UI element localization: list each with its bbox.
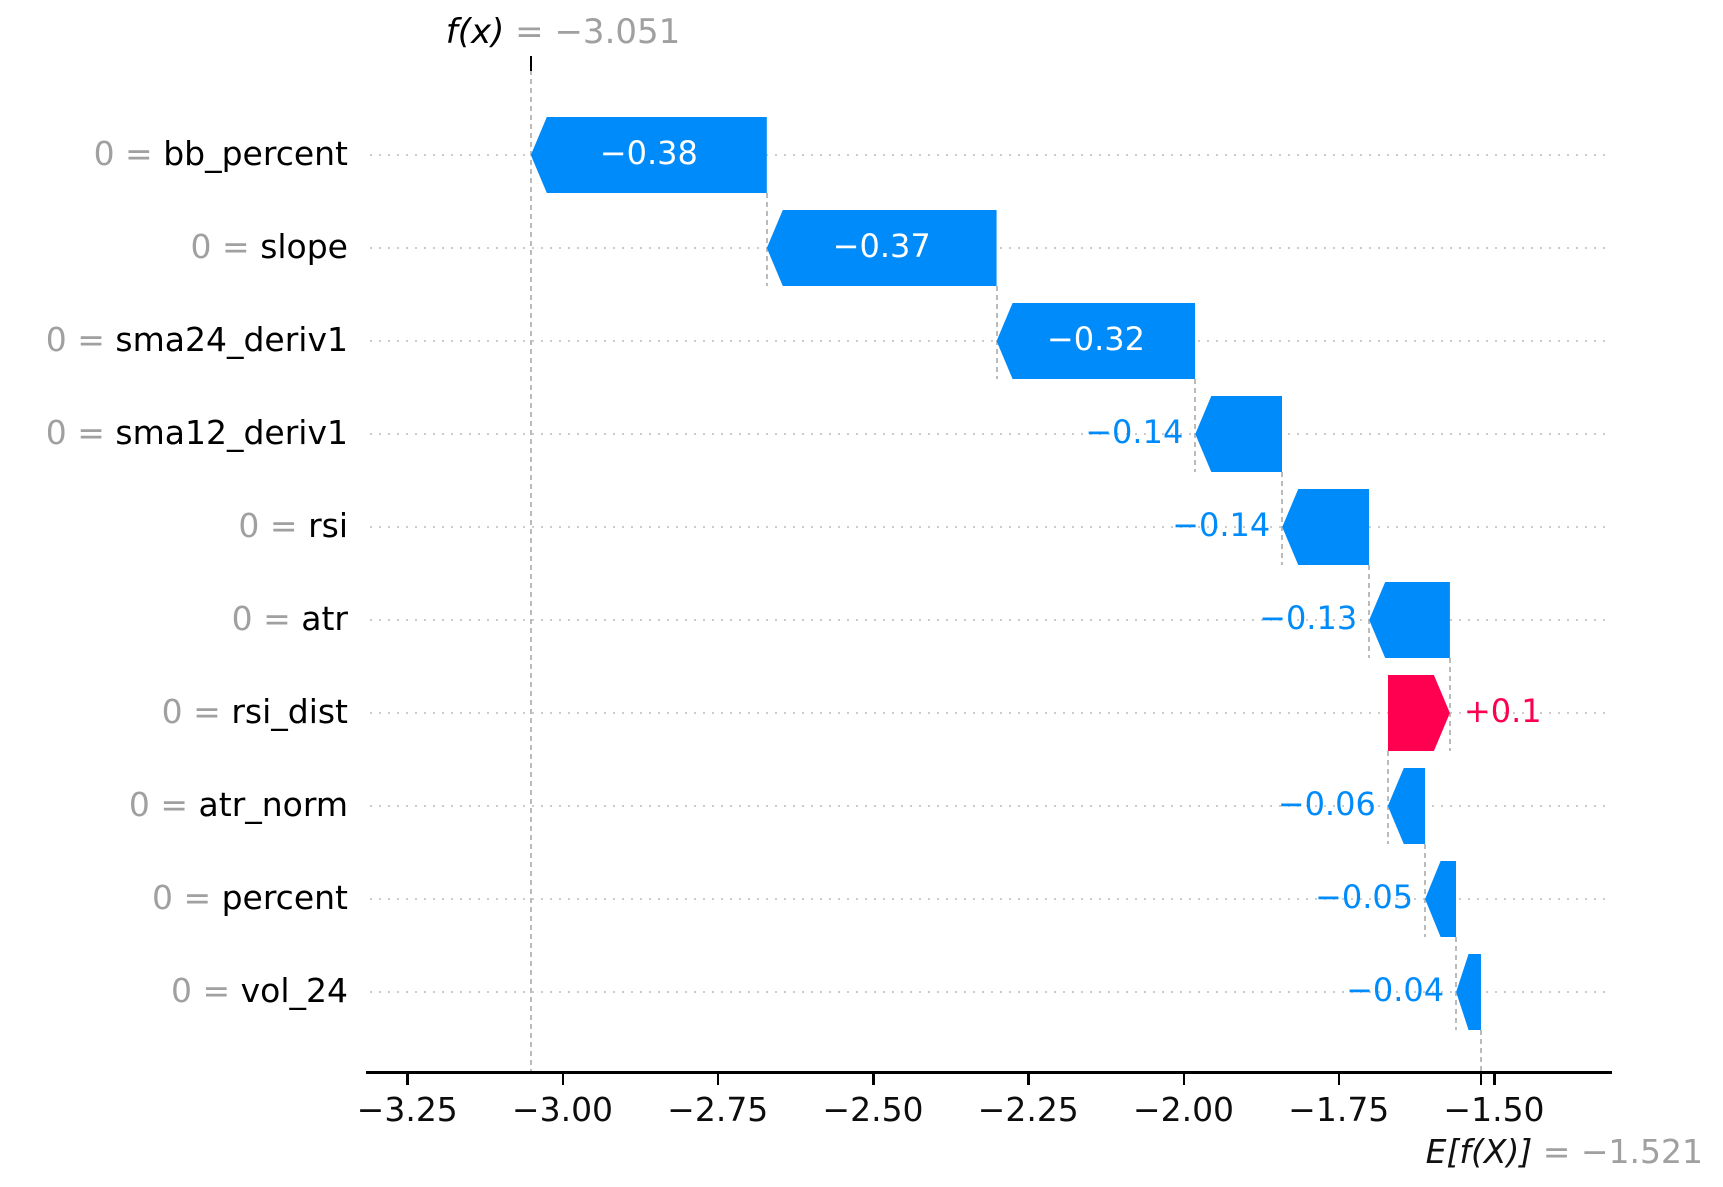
feature-value-prefix: 0 = — [151, 878, 222, 917]
shap-bar-negative-sma12_deriv1 — [1195, 396, 1283, 472]
feature-label-vol_24: 0 = vol_24 — [0, 971, 348, 1010]
x-axis-tick — [1182, 1073, 1185, 1085]
expected-value-tick — [1479, 1073, 1483, 1085]
row-gridline — [370, 154, 1610, 156]
expected-value-name: E[f(X)] — [1425, 1132, 1533, 1171]
expected-value-label: E[f(X)] = −1.521 — [1426, 1132, 1703, 1171]
feature-value-prefix: 0 = — [238, 506, 309, 545]
feature-value-prefix: 0 = — [170, 971, 241, 1010]
x-axis-tick-label: −1.75 — [1288, 1090, 1390, 1129]
feature-label-bb_percent: 0 = bb_percent — [0, 134, 348, 173]
feature-label-sma24_deriv1: 0 = sma24_deriv1 — [0, 320, 348, 359]
fx-dashed-line — [529, 70, 532, 1073]
shap-value-label: −0.32 — [1046, 320, 1145, 358]
feature-value-prefix: 0 = — [93, 134, 164, 173]
shap-bar-negative-rsi — [1282, 489, 1370, 565]
shap-bar-negative-sma24_deriv1: −0.32 — [996, 303, 1196, 379]
fx-title: f(x) = −3.051 — [446, 12, 681, 52]
x-axis-tick-label: −2.25 — [977, 1090, 1079, 1129]
feature-name: atr_norm — [198, 785, 348, 824]
feature-label-rsi: 0 = rsi — [0, 506, 348, 545]
bar-connector-line — [1386, 751, 1389, 844]
shap-bar-negative-percent — [1425, 861, 1457, 937]
row-gridline — [370, 433, 1610, 435]
shap-bar-negative-atr — [1369, 582, 1450, 658]
shap-value-label: +0.1 — [1463, 692, 1542, 730]
bar-connector-line — [1194, 379, 1197, 472]
bar-connector-line — [1424, 844, 1427, 937]
row-gridline — [370, 805, 1610, 807]
bar-connector-line — [1281, 472, 1284, 565]
feature-label-rsi_dist: 0 = rsi_dist — [0, 692, 348, 731]
feature-label-sma12_deriv1: 0 = sma12_deriv1 — [0, 413, 348, 452]
x-axis-tick — [561, 1073, 564, 1085]
feature-name: sma24_deriv1 — [115, 320, 348, 359]
x-axis-line — [366, 1071, 1612, 1074]
feature-value-prefix: 0 = — [45, 413, 116, 452]
x-axis-tick — [1337, 1073, 1341, 1085]
x-axis-tick-label: −3.00 — [511, 1090, 614, 1129]
shap-value-label: −0.06 — [1277, 785, 1376, 823]
shap-value-label: −0.14 — [1085, 413, 1184, 451]
x-axis-tick-label: −2.50 — [822, 1090, 924, 1129]
feature-name: percent — [221, 878, 348, 917]
row-gridline — [370, 340, 1610, 342]
x-axis-tick — [406, 1073, 409, 1085]
x-axis-tick-label: −3.25 — [356, 1090, 458, 1129]
feature-label-percent: 0 = percent — [0, 878, 348, 917]
expected-value-dashed-line — [1479, 1030, 1482, 1073]
shap-value-label: −0.37 — [832, 227, 931, 265]
bar-connector-line — [1448, 658, 1451, 751]
bar-connector-line — [995, 286, 998, 379]
feature-value-prefix: 0 = — [128, 785, 199, 824]
shap-bar-positive-rsi_dist — [1388, 675, 1450, 751]
feature-value-prefix: 0 = — [190, 227, 261, 266]
shap-value-label: −0.13 — [1259, 599, 1358, 637]
row-gridline — [370, 619, 1610, 621]
feature-name: rsi_dist — [231, 692, 348, 731]
feature-label-atr: 0 = atr — [0, 599, 348, 638]
x-axis-tick-label: −2.75 — [667, 1090, 769, 1129]
feature-name: vol_24 — [240, 971, 348, 1010]
shap-bar-negative-atr_norm — [1387, 768, 1426, 844]
shap-bar-negative-bb_percent: −0.38 — [530, 117, 767, 193]
feature-name: sma12_deriv1 — [115, 413, 348, 452]
x-axis-tick-label: −2.00 — [1132, 1090, 1235, 1129]
feature-value-prefix: 0 = — [161, 692, 232, 731]
shap-value-label: −0.04 — [1346, 971, 1445, 1009]
bar-connector-line — [1455, 937, 1458, 1030]
feature-name: slope — [260, 227, 348, 266]
shap-bar-negative-vol_24 — [1456, 954, 1481, 1030]
bar-connector-line — [1368, 565, 1371, 658]
feature-value-prefix: 0 = — [45, 320, 116, 359]
feature-value-prefix: 0 = — [231, 599, 302, 638]
feature-label-atr_norm: 0 = atr_norm — [0, 785, 348, 824]
bar-connector-line — [765, 193, 768, 286]
shap-bar-negative-slope: −0.37 — [766, 210, 997, 286]
feature-label-slope: 0 = slope — [0, 227, 348, 266]
x-axis-tick — [1493, 1073, 1496, 1085]
shap-value-label: −0.14 — [1172, 506, 1271, 544]
x-axis-tick-label: −1.50 — [1443, 1090, 1545, 1129]
fx-title-value: = −3.051 — [504, 12, 681, 52]
x-axis-tick — [716, 1073, 720, 1085]
row-gridline — [370, 991, 1610, 993]
fx-title-name: f(x) — [445, 12, 505, 52]
feature-name: rsi — [308, 506, 348, 545]
shap-value-label: −0.38 — [599, 134, 698, 172]
feature-name: bb_percent — [163, 134, 348, 173]
fx-top-tick — [529, 56, 533, 71]
expected-value-number: = −1.521 — [1532, 1132, 1703, 1171]
row-gridline — [370, 898, 1610, 900]
shap-value-label: −0.05 — [1315, 878, 1414, 916]
row-gridline — [370, 526, 1610, 528]
x-axis-tick — [1027, 1073, 1030, 1085]
row-gridline — [370, 712, 1610, 714]
feature-name: atr — [301, 599, 348, 638]
x-axis-tick — [872, 1073, 875, 1085]
